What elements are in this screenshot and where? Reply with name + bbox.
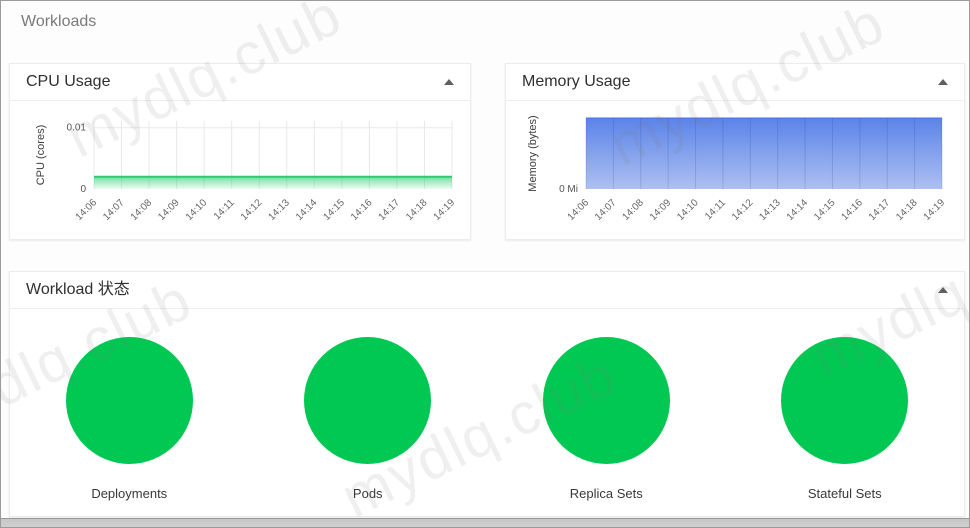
status-pie-label: Deployments: [91, 486, 168, 501]
status-pie-chart: [304, 337, 432, 464]
x-tick-label: 14:08: [620, 197, 646, 223]
x-tick-label: 14:17: [867, 197, 893, 223]
memory-chart-area: 0 Mi 14:06 14:07 14:08 14:09 14:10 14:11 14:12 1…: [506, 101, 964, 241]
x-tick-label: 14:17: [377, 197, 403, 223]
x-tick-label: 14:15: [321, 197, 347, 223]
status-pie-label: Stateful Sets: [807, 486, 882, 501]
x-tick-label: 14:07: [593, 197, 619, 223]
x-tick-label: 14:06: [566, 197, 592, 223]
workload-status-item: Deployments: [10, 309, 249, 501]
arrow-drop-up-icon[interactable]: [938, 287, 948, 293]
status-pie-chart: [542, 337, 670, 464]
x-tick-label: 14:19: [922, 197, 948, 223]
x-tick-label: 14:08: [129, 197, 155, 223]
y-axis-label: CPU (cores): [35, 125, 47, 186]
x-tick-label: 14:14: [785, 197, 811, 223]
status-pie-label: Replica Sets: [569, 486, 643, 501]
area-series: [586, 118, 942, 189]
x-tick-label: 14:10: [675, 197, 701, 223]
x-tick-label: 14:16: [349, 197, 375, 223]
memory-card-header: Memory Usage: [506, 64, 964, 101]
y-tick-label: 0: [80, 184, 86, 195]
x-tick-label: 14:12: [239, 197, 265, 223]
arrow-drop-up-icon[interactable]: [444, 79, 454, 85]
area-series: [94, 176, 452, 189]
status-pie-chart: [781, 337, 909, 464]
workload-status-row: Deployments Pods Replica Sets Stateful Sets: [10, 309, 964, 518]
y-tick-label: 0 Mi: [559, 184, 578, 195]
x-tick-label: 14:11: [212, 197, 237, 222]
workload-status-item: Pods: [249, 309, 488, 501]
x-tick-label: 14:07: [101, 197, 127, 223]
arrow-drop-up-icon[interactable]: [938, 79, 948, 85]
cpu-chart-area: 0.01 0 14:06 14:07 14:08 14:09 14:10 14:11 14:12…: [10, 101, 470, 241]
status-pie-label: Pods: [352, 486, 383, 501]
x-tick-label: 14:09: [648, 197, 674, 223]
workload-status-item: Replica Sets: [487, 309, 726, 501]
y-tick-label: 0.01: [67, 123, 87, 134]
workload-status-title: Workload 状态: [26, 281, 130, 298]
x-tick-label: 14:12: [730, 197, 756, 223]
cpu-card-header: CPU Usage: [10, 64, 470, 101]
x-tick-label: 14:15: [812, 197, 838, 223]
workload-status-header: Workload 状态: [10, 272, 964, 309]
x-tick-label: 14:14: [294, 197, 320, 223]
x-tick-label: 14:13: [266, 197, 292, 223]
y-axis-label: Memory (bytes): [527, 115, 539, 191]
cpu-usage-card: CPU Usage 0.01 0 14:06 14:07 14:08 14:09 14:10…: [9, 63, 471, 240]
memory-card-title: Memory Usage: [522, 73, 631, 90]
x-tick-label: 14:18: [894, 197, 920, 223]
x-tick-label: 14:11: [703, 197, 728, 222]
workload-status-item: Stateful Sets: [726, 309, 965, 501]
x-tick-label: 14:10: [184, 197, 210, 223]
status-pie-chart: [65, 337, 193, 464]
x-tick-label: 14:19: [432, 197, 458, 223]
x-tick-label: 14:09: [156, 197, 182, 223]
x-tick-label: 14:18: [404, 197, 430, 223]
window-bottom-edge: [1, 518, 969, 527]
x-tick-label: 14:13: [757, 197, 783, 223]
page-title: Workloads: [21, 13, 97, 30]
x-tick-label: 14:16: [839, 197, 865, 223]
cpu-card-title: CPU Usage: [26, 73, 111, 90]
x-tick-label: 14:06: [74, 197, 100, 223]
workload-status-card: Workload 状态 Deployments Pods Replica Sets S…: [9, 271, 965, 517]
cpu-usage-chart: 0.01 0 14:06 14:07 14:08 14:09 14:10 14:11 14:12…: [35, 121, 458, 223]
memory-usage-card: Memory Usage 0 Mi 14:06 14:07 14:08 14:09 14:…: [505, 63, 965, 240]
